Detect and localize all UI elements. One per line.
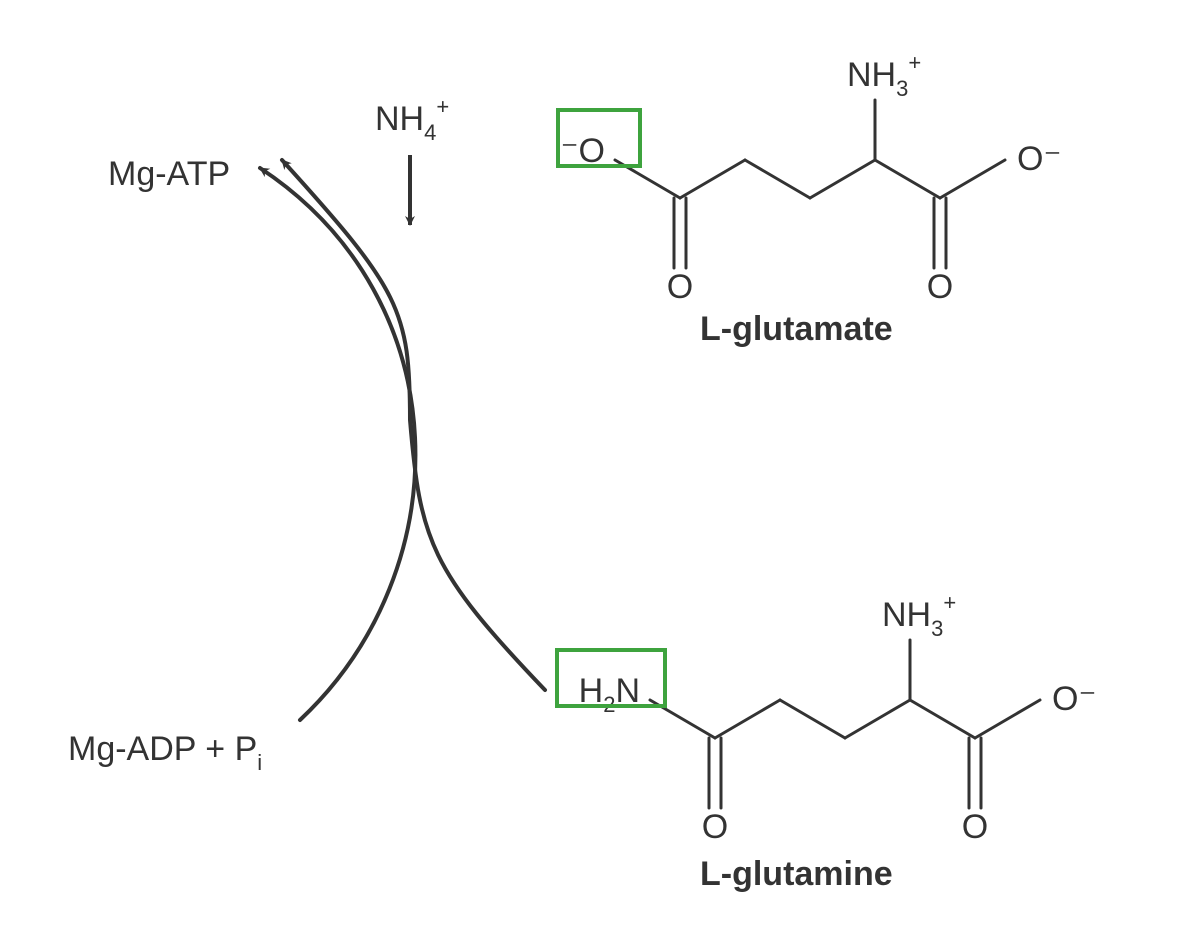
atom-o: O xyxy=(927,268,953,306)
atom-o: O xyxy=(667,268,693,306)
atom-nh3: NH3+ xyxy=(882,590,956,641)
label-glutamate: L-glutamate xyxy=(700,310,893,348)
label-nh4: NH4+ xyxy=(375,94,449,145)
atom-o: O xyxy=(702,808,728,846)
atom-nh3: NH3+ xyxy=(847,50,921,101)
label-glutamine: L-glutamine xyxy=(700,855,893,893)
molecule-glutamate: OONH3+O⁻⁻O xyxy=(558,50,1061,306)
atom-o: O xyxy=(962,808,988,846)
atom-ominus-right: O⁻ xyxy=(1017,140,1061,178)
label-mg-adp: Mg-ADP + Pi xyxy=(68,730,262,775)
molecule-glutamine: O O NH3+ O⁻ H2N xyxy=(557,590,1096,846)
label-mg-atp: Mg-ATP xyxy=(108,155,230,193)
arrow-atp xyxy=(260,168,415,720)
atom-h2n: H2N xyxy=(579,672,640,717)
atom-ominus-right: O⁻ xyxy=(1052,680,1096,718)
